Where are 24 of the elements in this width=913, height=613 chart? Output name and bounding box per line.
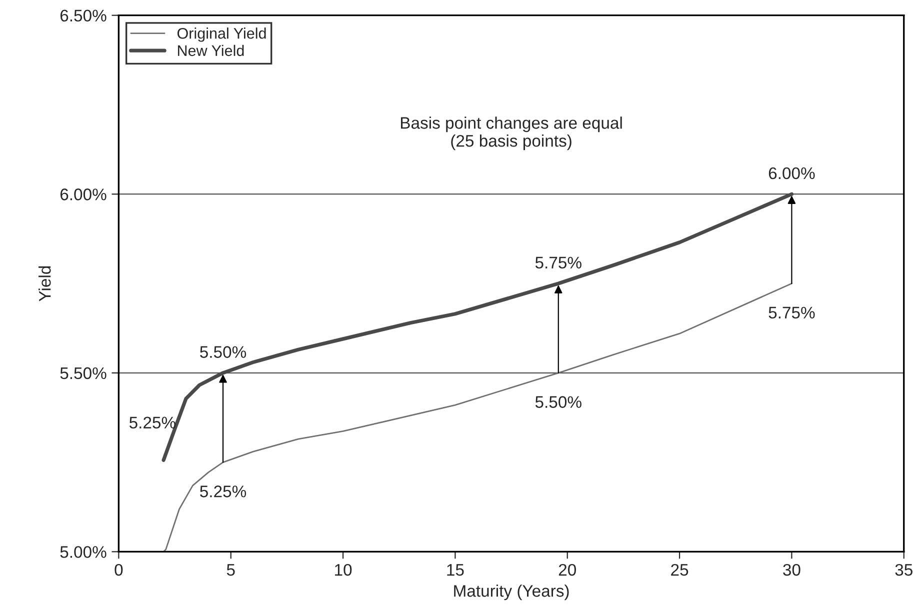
legend-label: Original Yield [177, 28, 266, 42]
annotation: 6.00% [768, 167, 815, 180]
x-axis-title: Maturity (Years) [454, 584, 569, 600]
y-tick-label: 5.50% [60, 367, 106, 380]
annotation: 5.25% [200, 486, 246, 498]
y-axis-title: Yield [38, 266, 51, 302]
x-tick-label: 20 [558, 564, 576, 576]
annotation: 5.75% [768, 306, 815, 319]
y-tick-label: 5.00% [60, 546, 106, 558]
x-tick-label: 15 [447, 564, 464, 576]
x-tick-label: 10 [335, 564, 352, 576]
y-tick-label: 6.00% [60, 188, 106, 200]
annotation: 5.75% [535, 256, 582, 269]
annotation: Basis point changes are equal (25 basis points) [401, 116, 622, 150]
legend-label: New Yield [178, 44, 244, 56]
annotation: 5.50% [200, 346, 246, 358]
x-tick-label: 5 [226, 564, 235, 576]
x-tick-label: 35 [895, 564, 912, 576]
y-tick-label: 6.50% [60, 10, 106, 22]
annotation: 5.25% [129, 416, 176, 429]
x-tick-label: 30 [783, 564, 800, 576]
x-tick-label: 25 [671, 564, 688, 576]
x-tick-label: 0 [114, 564, 123, 576]
annotation: 5.50% [535, 396, 582, 408]
